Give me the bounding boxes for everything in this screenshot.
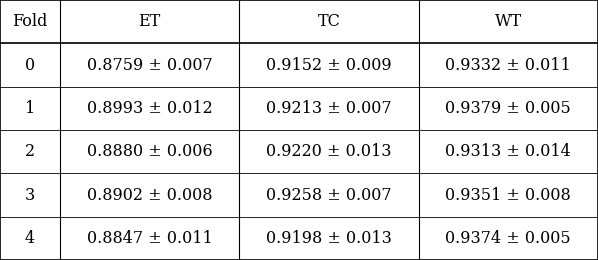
Text: 0.9152 ± 0.009: 0.9152 ± 0.009 (266, 56, 392, 74)
Text: 4: 4 (25, 230, 35, 247)
Text: 0.9198 ± 0.013: 0.9198 ± 0.013 (266, 230, 392, 247)
Text: 3: 3 (25, 186, 35, 204)
Text: 0.8902 ± 0.008: 0.8902 ± 0.008 (87, 186, 212, 204)
Text: 0.9258 ± 0.007: 0.9258 ± 0.007 (266, 186, 392, 204)
Text: 0.8993 ± 0.012: 0.8993 ± 0.012 (87, 100, 212, 117)
Text: WT: WT (495, 13, 522, 30)
Text: 0.9374 ± 0.005: 0.9374 ± 0.005 (446, 230, 571, 247)
Text: 0.9313 ± 0.014: 0.9313 ± 0.014 (446, 143, 571, 160)
Text: ET: ET (138, 13, 161, 30)
Text: 2: 2 (25, 143, 35, 160)
Text: 0.9351 ± 0.008: 0.9351 ± 0.008 (446, 186, 571, 204)
Text: 0.8880 ± 0.006: 0.8880 ± 0.006 (87, 143, 212, 160)
Text: 0.9220 ± 0.013: 0.9220 ± 0.013 (266, 143, 392, 160)
Text: 0.9332 ± 0.011: 0.9332 ± 0.011 (446, 56, 571, 74)
Text: TC: TC (318, 13, 340, 30)
Text: 0.9213 ± 0.007: 0.9213 ± 0.007 (266, 100, 392, 117)
Text: Fold: Fold (12, 13, 48, 30)
Text: 0: 0 (25, 56, 35, 74)
Text: 1: 1 (25, 100, 35, 117)
Text: 0.9379 ± 0.005: 0.9379 ± 0.005 (446, 100, 571, 117)
Text: 0.8847 ± 0.011: 0.8847 ± 0.011 (87, 230, 212, 247)
Text: 0.8759 ± 0.007: 0.8759 ± 0.007 (87, 56, 212, 74)
